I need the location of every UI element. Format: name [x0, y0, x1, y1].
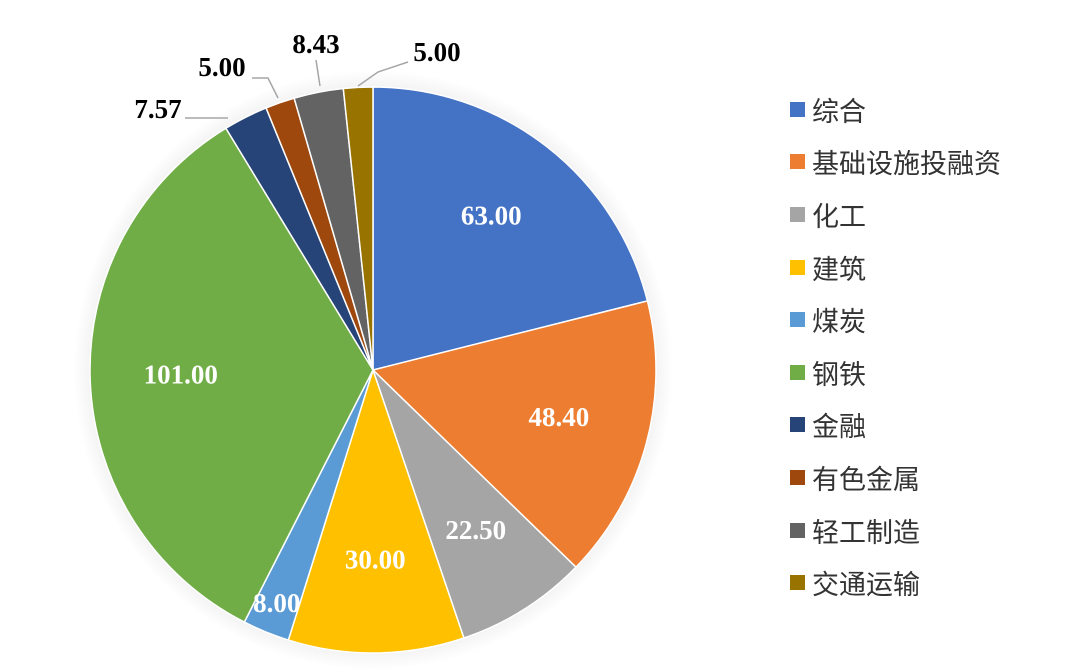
- legend-label: 基础设施投融资: [812, 149, 1001, 181]
- legend-item-7: 金融: [790, 399, 1070, 452]
- legend-item-4: 建筑: [790, 241, 1070, 294]
- slice-data-label-1: 63.00: [461, 200, 522, 230]
- leader-line-8: [252, 77, 279, 99]
- leader-line-10: [357, 61, 409, 87]
- legend-swatch: [790, 417, 805, 433]
- legend-swatch: [790, 259, 805, 275]
- legend-item-8: 有色金属: [790, 451, 1070, 504]
- legend-swatch: [790, 312, 805, 328]
- slice-data-label-3: 22.50: [445, 515, 506, 545]
- legend-swatch: [790, 522, 805, 538]
- data-labels-group: 63.00 48.40 22.50 30.00 8.00 101.00 7.57 5.00 8.…: [134, 29, 589, 618]
- legend-item-5: 煤炭: [790, 293, 1070, 346]
- legend-item-2: 基础设施投融资: [790, 136, 1070, 189]
- legend-swatch: [790, 101, 805, 117]
- pie-slice-1: [372, 86, 649, 371]
- legend-item-10: 交通运输: [790, 556, 1070, 609]
- slice-data-label-6: 101.00: [144, 359, 218, 389]
- slice-data-label-8: 5.00: [198, 52, 245, 82]
- slice-data-label-7: 7.57: [134, 94, 181, 124]
- slice-data-label-9: 8.43: [292, 29, 339, 59]
- legend-swatch: [790, 575, 805, 591]
- legend-item-6: 钢铁: [790, 346, 1070, 399]
- legend-label: 煤炭: [812, 307, 866, 339]
- slice-data-label-5: 8.00: [253, 588, 300, 618]
- leader-lines-group: [185, 59, 409, 119]
- legend-label: 建筑: [812, 254, 866, 286]
- legend-swatch: [790, 154, 805, 170]
- legend-item-9: 轻工制造: [790, 504, 1070, 557]
- legend-label: 轻工制造: [812, 517, 920, 549]
- legend-item-1: 综合: [790, 83, 1070, 136]
- legend-swatch: [790, 364, 805, 380]
- slice-data-label-10: 5.00: [413, 37, 460, 67]
- legend-label: 钢铁: [812, 359, 866, 391]
- legend-label: 化工: [812, 201, 866, 233]
- legend-label: 交通运输: [812, 570, 920, 602]
- pie-slice-2: [371, 300, 657, 569]
- legend-swatch: [790, 206, 805, 222]
- legend: 综合基础设施投融资 化工建筑煤炭钢铁金融有色金属轻工制造交通运输: [790, 83, 1070, 609]
- legend-item-3: 化工: [790, 188, 1070, 241]
- pie-slice-6: [89, 127, 374, 624]
- legend-label: 综合: [812, 96, 866, 128]
- pie-slice-3: [372, 369, 578, 639]
- slice-data-label-2: 48.40: [529, 402, 590, 432]
- legend-swatch: [790, 469, 805, 485]
- pie-slice-4: [287, 367, 465, 654]
- legend-label: 有色金属: [812, 464, 920, 496]
- slices-group: [89, 86, 657, 654]
- legend-label: 金融: [812, 412, 866, 444]
- pie-slice-10: [342, 86, 374, 371]
- slice-data-label-4: 30.00: [345, 545, 406, 575]
- leader-line-9: [315, 59, 321, 87]
